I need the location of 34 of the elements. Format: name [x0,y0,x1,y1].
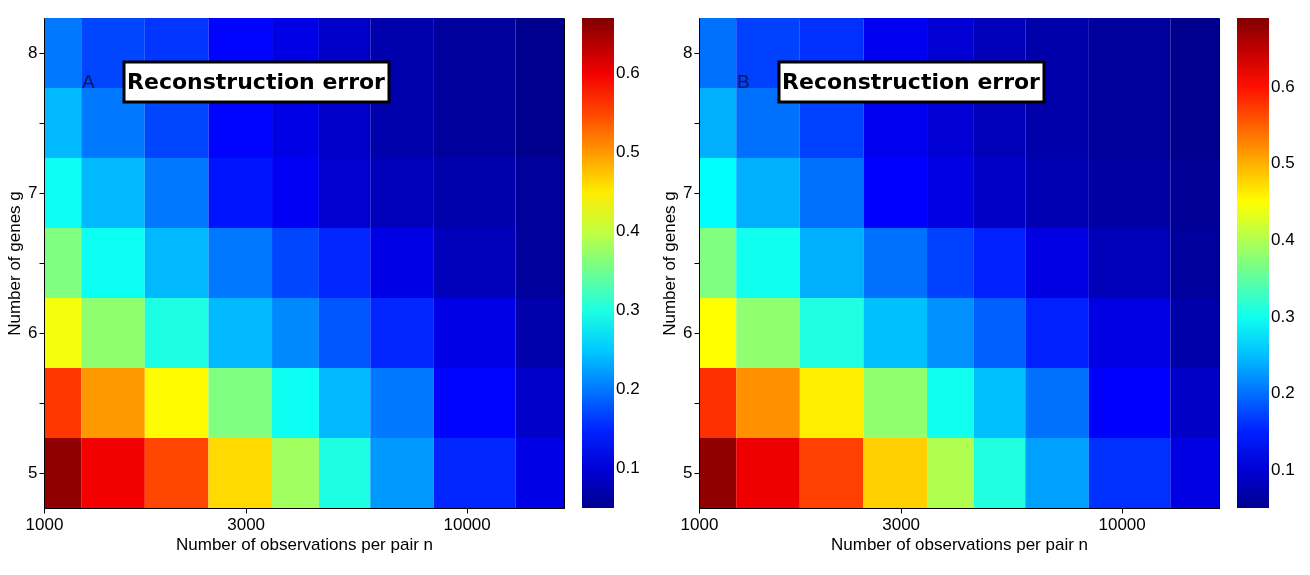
y-tick-label: 6 [28,323,38,342]
text: Reconstruction error [127,69,386,94]
color-bar-label: 0.2 [1271,383,1295,403]
color-bar-label: 0.6 [616,63,640,83]
y-axis-title: Number of genes g [5,191,25,336]
x-axis-title: Number of observations per pair n [175,534,434,554]
y-tick-label: 5 [28,463,38,482]
y-tick-label: 7 [28,183,38,202]
annotation: B [737,71,750,92]
color-bar-label: 0.3 [616,300,640,320]
x-tick-label: 10000 [443,514,491,534]
x-tick-label: 3000 [227,514,266,534]
color-bar-label: 0.4 [1271,230,1295,250]
x-tick-label: 1000 [25,514,64,534]
color-bar-label: 0.6 [1271,76,1295,96]
y-tick-label: 7 [683,183,693,202]
color-bar-label: 0.5 [616,142,640,162]
y-axis-title: Number of genes g [660,191,680,336]
color-bar-label: 0.3 [1271,306,1295,326]
color-bar-label: 0.5 [1271,153,1295,173]
y-tick-label: 5 [683,463,693,482]
x-tick-label: 1000 [680,514,719,534]
x-tick-label: 3000 [882,514,921,534]
color-bar-label: 0.1 [616,458,640,478]
y-tick-label: 8 [683,43,693,62]
text: Reconstruction error [782,69,1041,94]
x-axis-title: Number of observations per pair n [830,534,1089,554]
y-tick-label: 8 [28,43,38,62]
x-tick-label: 10000 [1098,514,1146,534]
y-tick-label: 6 [683,323,693,342]
color-bar-label: 0.2 [616,379,640,399]
annotation: A [82,71,95,92]
color-bar-label: 0.4 [616,221,640,241]
color-bar-label: 0.1 [1271,459,1295,479]
